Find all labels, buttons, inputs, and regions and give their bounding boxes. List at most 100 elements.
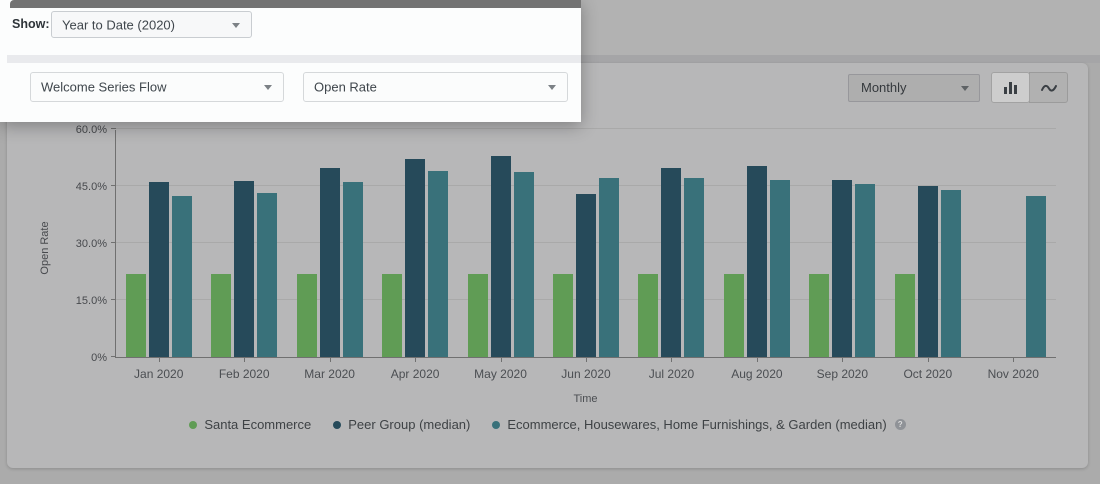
bar-series-1: [148, 182, 169, 357]
bar-chart-toggle-button[interactable]: [991, 72, 1030, 103]
x-tick: [500, 357, 502, 362]
x-tick-label: Apr 2020: [390, 367, 440, 381]
x-tick-label: Jan 2020: [134, 367, 184, 381]
help-icon[interactable]: ?: [894, 419, 906, 430]
x-tick-label: Jul 2020: [648, 367, 695, 381]
x-tick: [585, 357, 587, 362]
bar-series-0: [211, 274, 232, 357]
x-tick: [1013, 357, 1015, 362]
line-chart-icon: [1040, 84, 1057, 92]
bar-series-2: [684, 178, 705, 357]
x-tick: [671, 357, 673, 362]
bar-series-0: [125, 274, 146, 357]
legend-item: Santa Ecommerce: [189, 417, 311, 432]
legend-dot-green: [189, 420, 198, 429]
bar-series-2: [171, 196, 192, 357]
y-tick: [111, 242, 116, 243]
bar-series-1: [234, 181, 255, 357]
chart-legend: Santa Ecommerce Peer Group (median) Ecom…: [7, 417, 1088, 432]
month-group: Mar 2020: [287, 130, 372, 381]
x-tick-label: Nov 2020: [987, 367, 1039, 381]
bar-series-2: [342, 181, 363, 357]
chevron-down-icon: [961, 86, 969, 91]
x-tick-label: Sep 2020: [816, 367, 869, 381]
legend-item: Peer Group (median): [333, 417, 470, 432]
month-group: Aug 2020: [714, 130, 799, 381]
plot-area: Jan 2020 Feb 2020 Mar 2020 Apr 2020 May 2020…: [111, 128, 1056, 381]
x-tick-label: Mar 2020: [304, 367, 355, 381]
bar-series-1: [832, 180, 853, 357]
legend-item: Ecommerce, Housewares, Home Furnishings,…: [492, 417, 906, 432]
legend-label: Peer Group (median): [348, 417, 471, 432]
granularity-value: Monthly: [861, 80, 907, 95]
bar-series-1: [405, 159, 426, 357]
month-group: Jul 2020: [629, 130, 714, 381]
bar-series-2: [940, 190, 961, 357]
bar-series-2: [428, 170, 449, 357]
bar-series-1: [575, 193, 596, 357]
flow-dropdown[interactable]: Welcome Series Flow: [30, 72, 284, 102]
line-chart-toggle-button[interactable]: [1029, 72, 1068, 103]
y-tick: [111, 185, 116, 186]
gridline: [116, 128, 1056, 129]
y-tick-label: 60.0%: [75, 124, 107, 136]
bar-series-2: [513, 172, 534, 357]
y-tick: [111, 356, 116, 357]
bar-series-2: [855, 183, 876, 357]
y-tick-label: 30.0%: [75, 238, 107, 250]
month-group: Sep 2020: [800, 130, 885, 381]
bar-series-1: [746, 166, 767, 357]
date-range-value: Year to Date (2020): [62, 17, 175, 32]
bar-series-0: [638, 274, 659, 357]
x-tick-label: Aug 2020: [731, 367, 783, 381]
y-tick-label: 45.0%: [75, 181, 107, 193]
bar-series-0: [296, 274, 317, 357]
show-filter-label: Show:: [12, 17, 50, 31]
chart-type-toggle: [991, 72, 1068, 103]
x-tick-label: Jun 2020: [561, 367, 611, 381]
bar-series-2: [598, 177, 619, 357]
bar-series-0: [894, 274, 915, 357]
month-group: Jun 2020: [543, 130, 628, 381]
x-tick-label: May 2020: [474, 367, 527, 381]
month-group: Nov 2020: [971, 130, 1056, 381]
bar-series-2: [257, 192, 278, 357]
bar-series-0: [467, 274, 488, 357]
bar-series-0: [552, 274, 573, 357]
legend-label: Santa Ecommerce: [204, 417, 312, 432]
granularity-dropdown[interactable]: Monthly: [848, 74, 980, 102]
x-axis-title: Time: [573, 393, 598, 405]
benchmark-chart-card: Monthly Open Rate 0% 15.0% 30.0% 45.0% 60.0%…: [7, 63, 1088, 468]
y-tick-label: 15.0%: [75, 295, 107, 307]
month-group: Apr 2020: [372, 130, 457, 381]
y-tick: [111, 128, 116, 129]
x-tick: [329, 357, 331, 362]
y-axis-labels: 0% 15.0% 30.0% 45.0% 60.0%: [7, 124, 111, 364]
metric-dropdown[interactable]: Open Rate: [303, 72, 568, 102]
bar-series-2: [769, 179, 790, 357]
bar-chart-icon: [1004, 82, 1017, 94]
month-group: May 2020: [458, 130, 543, 381]
x-tick: [244, 357, 246, 362]
metric-value: Open Rate: [314, 79, 377, 95]
spotlight-panel: Show: Year to Date (2020) Welcome Series…: [0, 0, 581, 122]
x-tick: [927, 357, 929, 362]
bar-series-1: [661, 167, 682, 357]
x-tick: [756, 357, 758, 362]
x-tick: [158, 357, 160, 362]
x-tick-label: Oct 2020: [903, 367, 953, 381]
window-top-bar: [10, 0, 581, 8]
legend-label: Ecommerce, Housewares, Home Furnishings,…: [507, 417, 887, 432]
month-group: Oct 2020: [885, 130, 970, 381]
bar-series-0: [809, 274, 830, 357]
panel-divider-band: [7, 55, 581, 63]
month-group: Jan 2020: [116, 130, 201, 381]
bar-series-1: [319, 167, 340, 357]
month-group: Feb 2020: [201, 130, 286, 381]
flow-value: Welcome Series Flow: [41, 79, 167, 95]
date-range-dropdown[interactable]: Year to Date (2020): [51, 11, 252, 38]
legend-dot-navy: [333, 420, 342, 429]
legend-dot-teal: [492, 420, 501, 429]
x-tick: [842, 357, 844, 362]
chevron-down-icon: [548, 85, 556, 90]
